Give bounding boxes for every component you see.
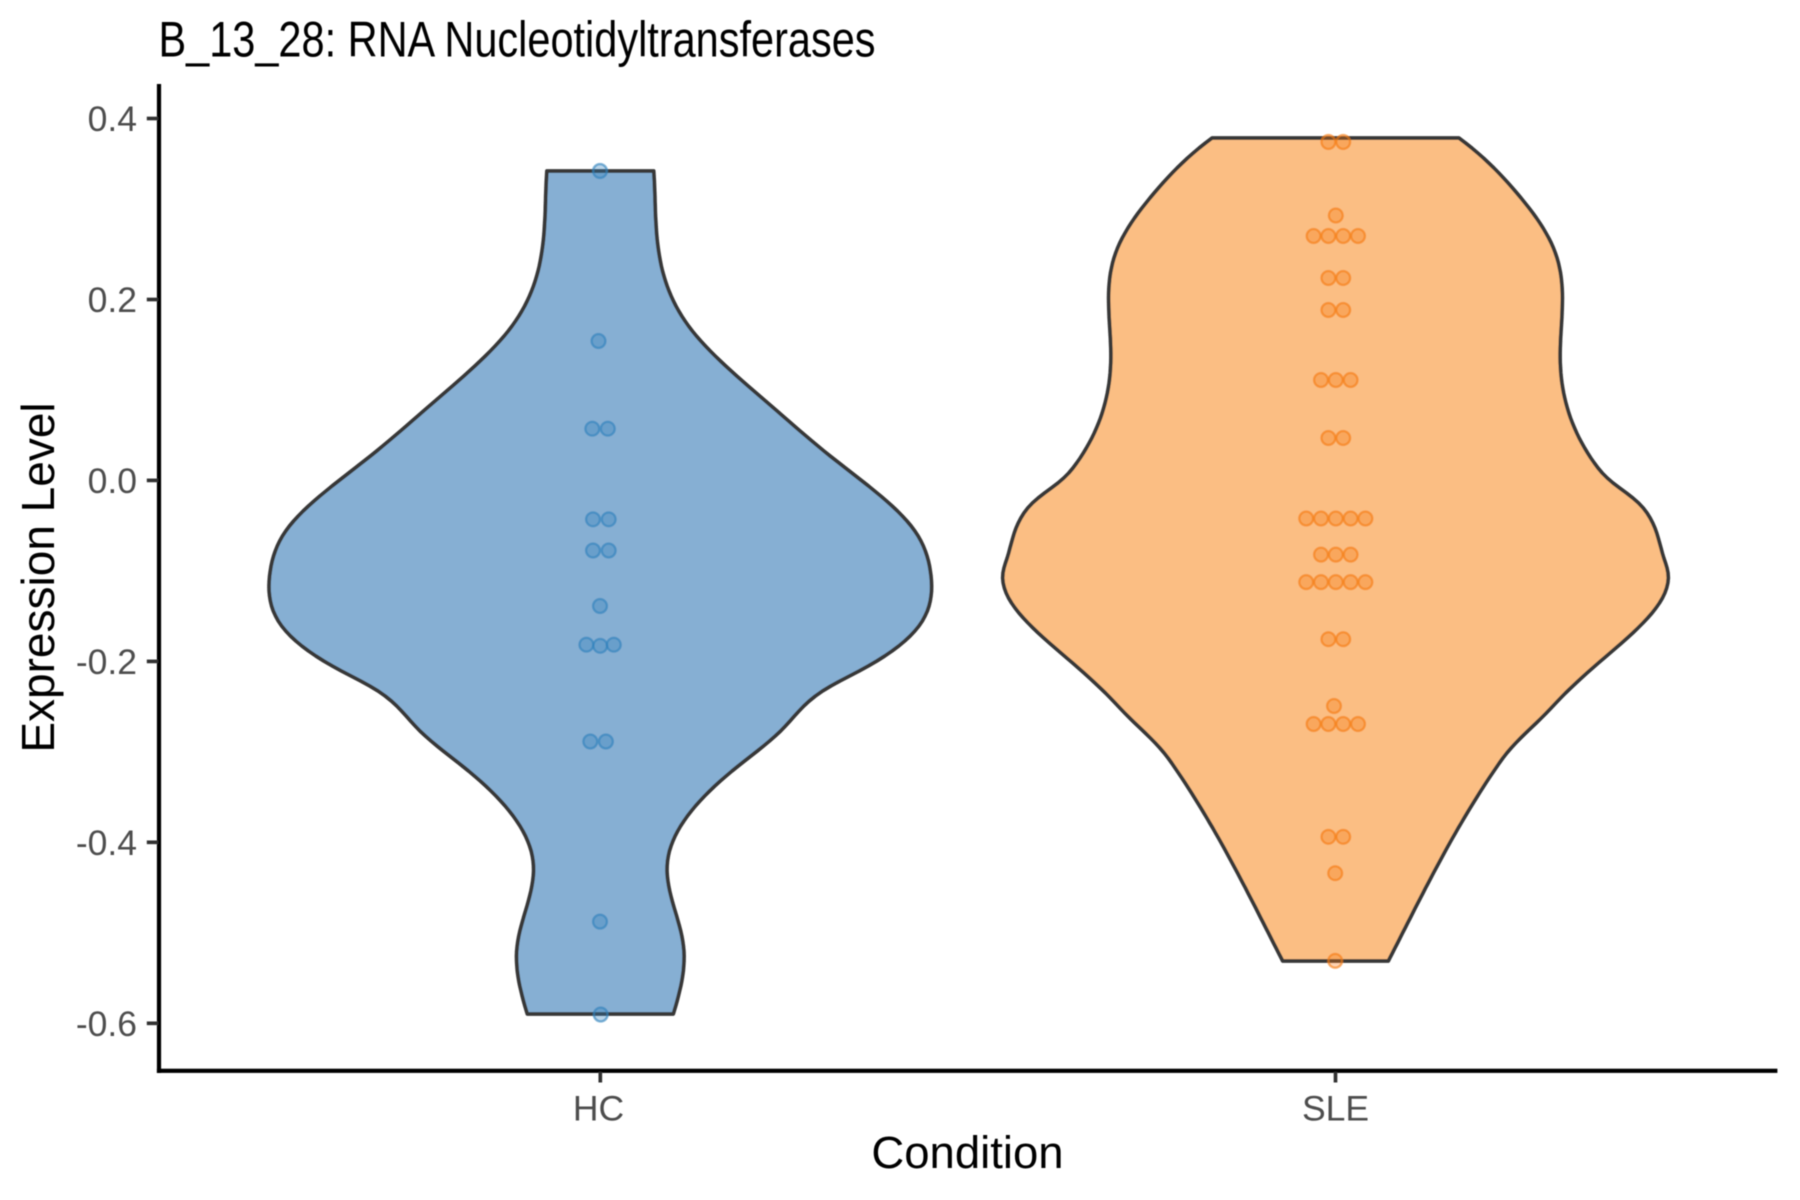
svg-text:-0.4: -0.4 — [76, 823, 137, 863]
svg-text:B_13_28: RNA Nucleotidyltransf: B_13_28: RNA Nucleotidyltransferases — [159, 12, 876, 68]
svg-text:Condition: Condition — [871, 1127, 1063, 1178]
svg-text:-0.2: -0.2 — [76, 642, 137, 682]
svg-text:SLE: SLE — [1302, 1089, 1369, 1129]
svg-text:0.0: 0.0 — [88, 461, 137, 501]
svg-text:0.2: 0.2 — [88, 280, 137, 320]
svg-text:-0.6: -0.6 — [76, 1004, 137, 1044]
svg-text:Expression Level: Expression Level — [12, 402, 64, 752]
svg-text:0.4: 0.4 — [88, 99, 137, 139]
svg-text:HC: HC — [573, 1089, 624, 1129]
